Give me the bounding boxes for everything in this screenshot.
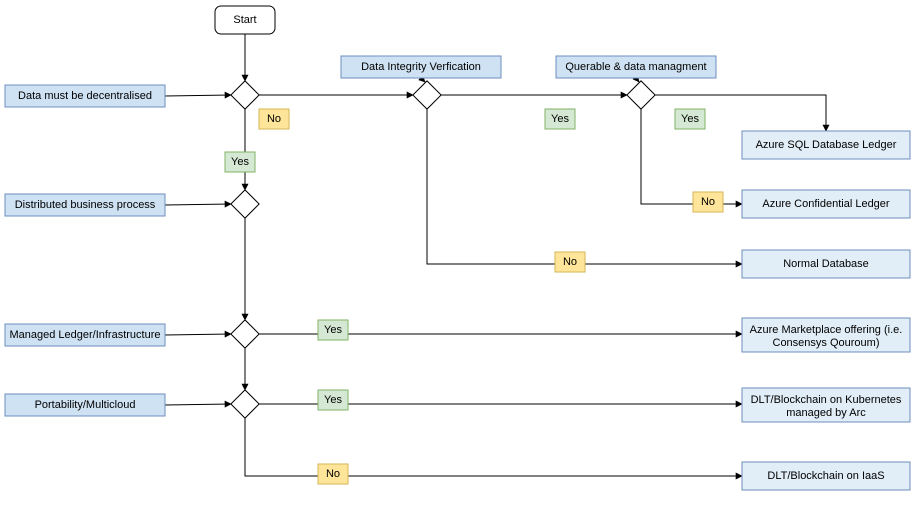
badge-d4-yes-text: Yes [324,394,342,406]
badge-d5-no-text: No [563,256,577,268]
edge-l5-d5 [421,78,425,82]
result-r2-text: Azure Confidential Ledger [762,198,890,210]
label-d6-text: Querable & data managment [565,61,706,73]
badge-d3-yes-text: Yes [324,324,342,336]
result-r6-text: DLT/Blockchain on IaaS [767,470,884,482]
edge-l2-d2 [165,204,231,205]
badge-d5-yes-text: Yes [551,113,569,125]
result-r5-text1: DLT/Blockchain on Kubernetes [751,394,902,406]
edge-d5-no-r3 [427,109,742,264]
result-r1-text: Azure SQL Database Ledger [756,139,897,151]
result-r4-text1: Azure Marketplace offering (i.e. [750,324,903,336]
badge-d1-yes-text: Yes [231,156,249,168]
label-d1-text: Data must be decentralised [18,90,152,102]
edge-l1-d1 [165,95,231,96]
result-r4-text2: Consensys Qouroum) [773,337,880,349]
label-d4-text: Portability/Multicloud [35,399,136,411]
decision-d1 [231,81,259,109]
edge-l6-d6 [636,78,639,82]
label-d5-text: Data Integrity Verfication [361,61,481,73]
decision-d5 [413,81,441,109]
result-r3-text: Normal Database [783,258,869,270]
result-r5-text2: managed by Arc [786,407,866,419]
edge-l4-d4 [165,404,231,405]
decision-d4 [231,390,259,418]
badge-d1-no-text: No [267,113,281,125]
start-label: Start [233,14,256,26]
label-d2-text: Distributed business process [15,199,156,211]
badge-d4-no-text: No [326,468,340,480]
badge-d6-no-text: No [701,196,715,208]
decision-d2 [231,190,259,218]
decision-d3 [231,320,259,348]
label-d3-text: Managed Ledger/Infrastructure [9,329,160,341]
decision-d6 [627,81,655,109]
badge-d6-yes-text: Yes [681,113,699,125]
edge-l3-d3 [165,334,231,335]
